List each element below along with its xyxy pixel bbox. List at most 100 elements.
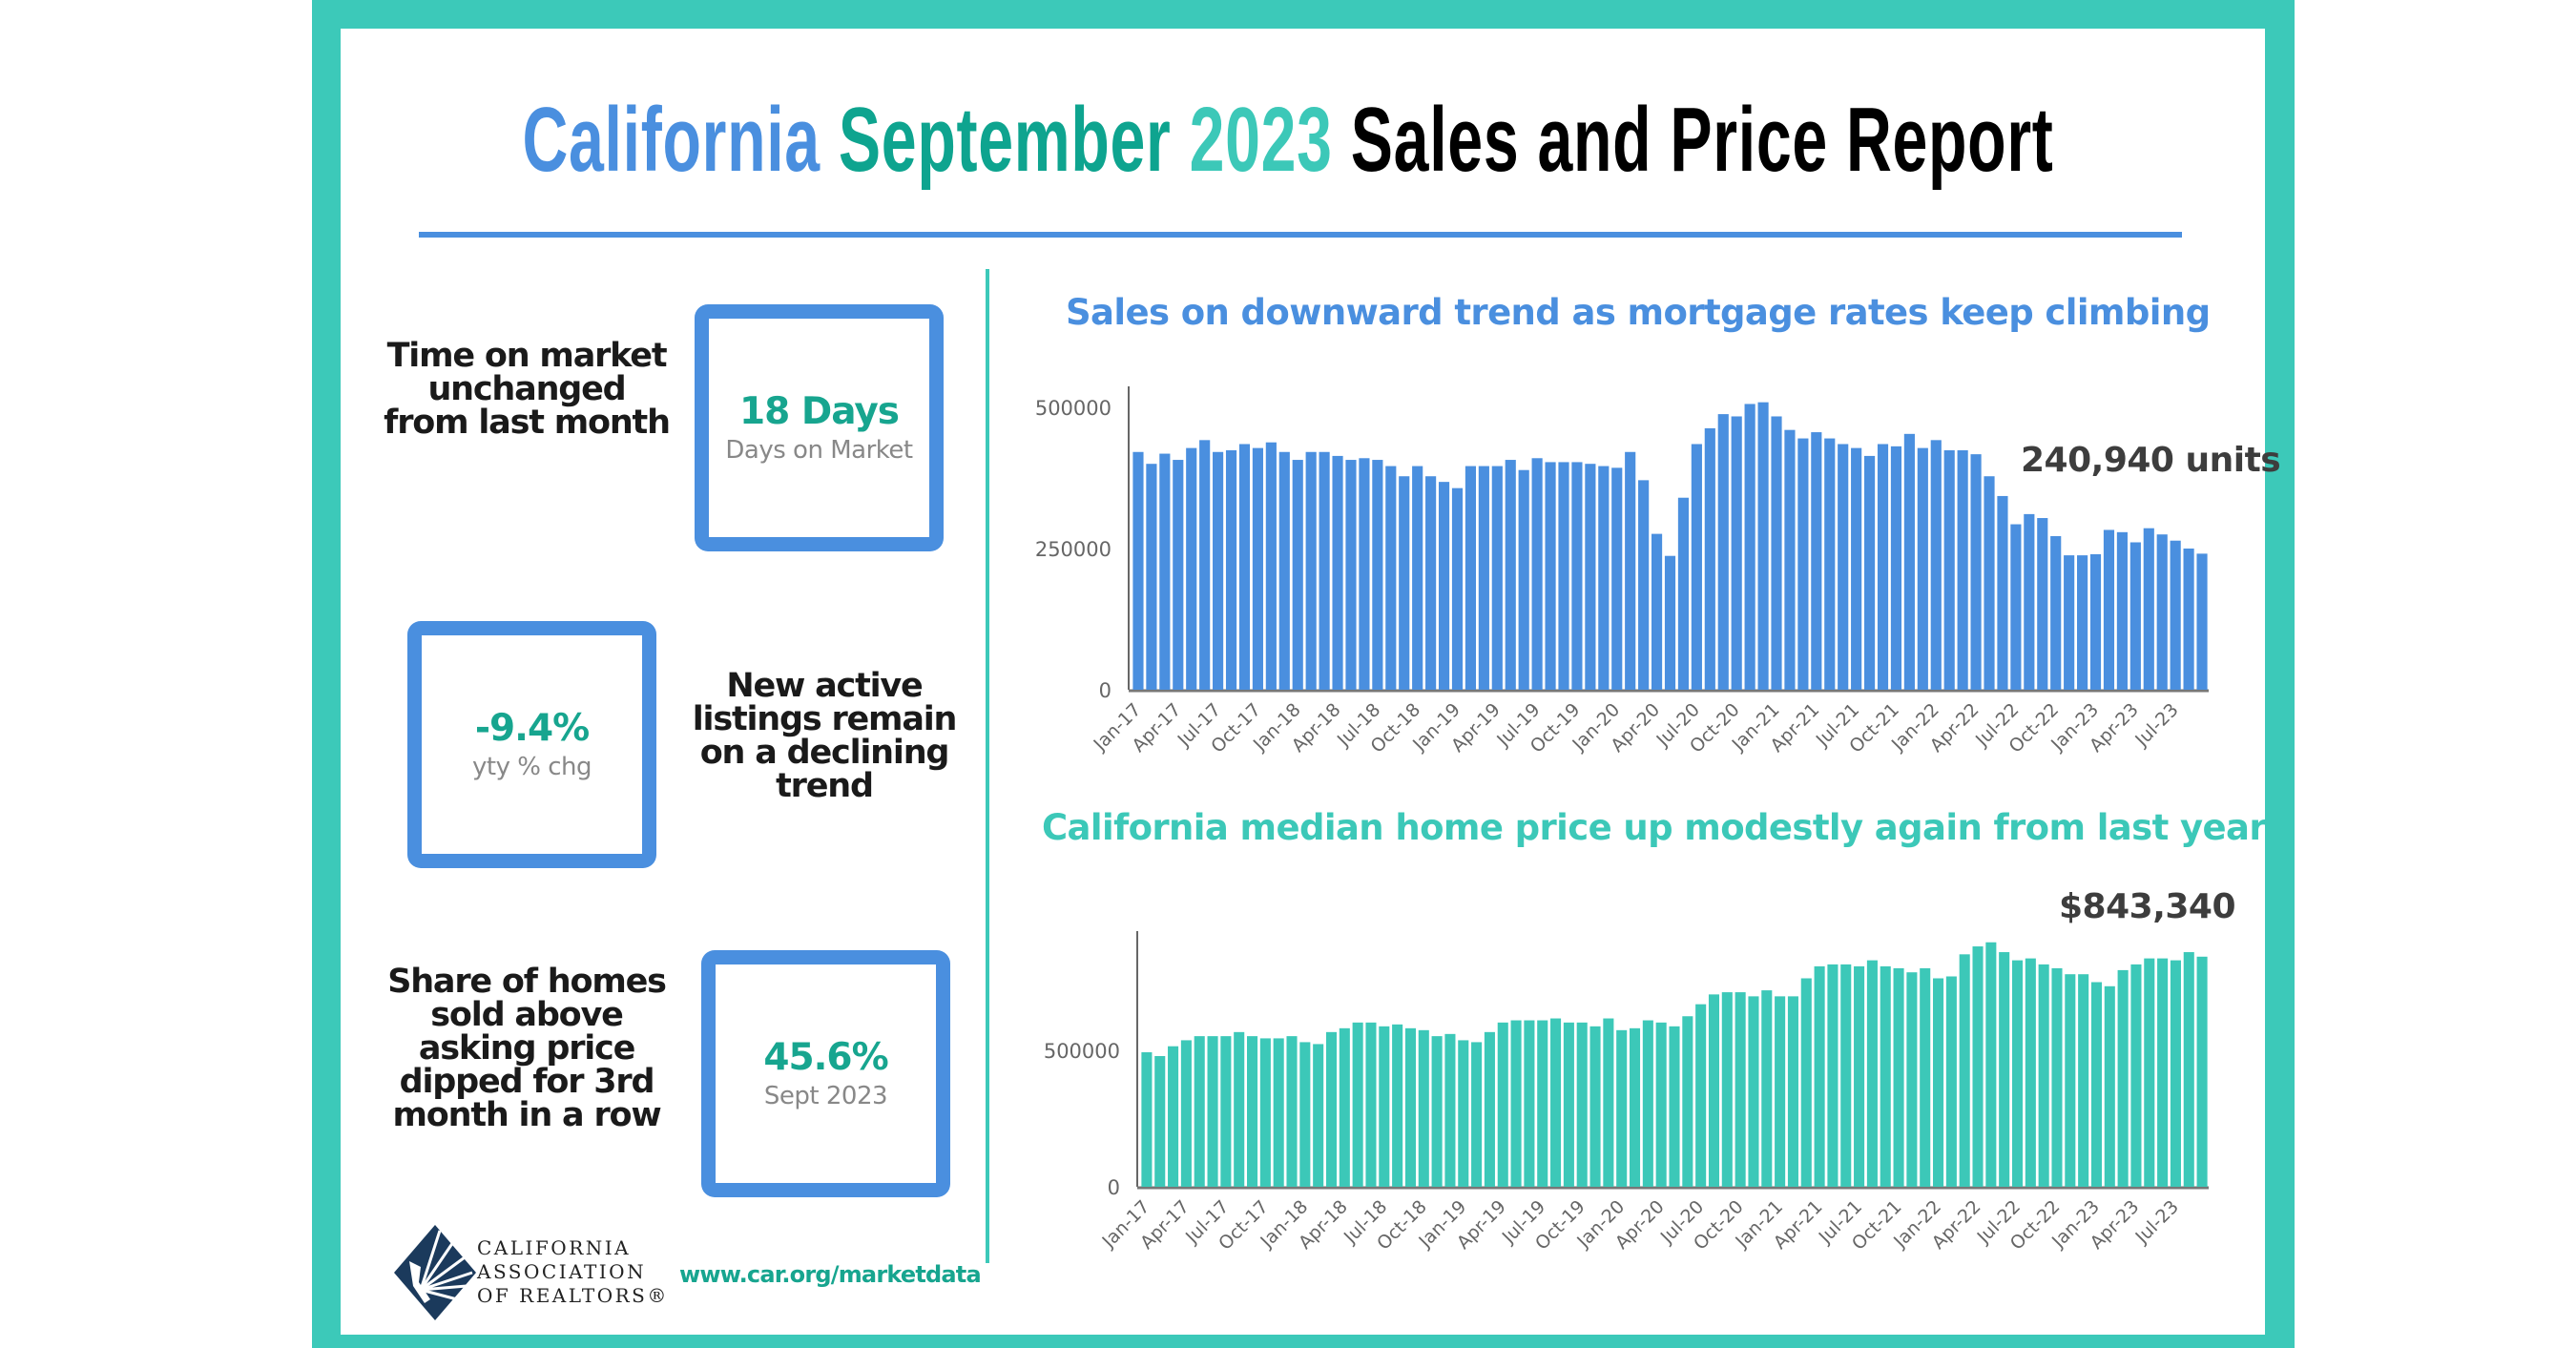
y-tick-label: 0: [1099, 679, 1111, 702]
stat-listings-description: New active listings remain on a declinin…: [692, 667, 958, 805]
bar: [1173, 460, 1184, 690]
price-chart-title: California median home price up modestly…: [1042, 807, 2267, 848]
bar: [1576, 1022, 1588, 1187]
bar: [1917, 447, 1928, 690]
bar: [1655, 1022, 1667, 1187]
bar: [1332, 455, 1343, 690]
bar: [2065, 974, 2076, 1187]
bar: [2011, 960, 2024, 1187]
bar: [2077, 555, 2088, 690]
bar: [1465, 466, 1477, 690]
bar: [1797, 438, 1809, 690]
stat-asking-value: 45.6%: [763, 1035, 888, 1079]
bar: [2104, 985, 2115, 1187]
bar: [1677, 497, 1690, 690]
stat-asking-label: Sept 2023: [763, 1081, 888, 1110]
bar: [1199, 440, 1211, 690]
bar: [1451, 487, 1464, 690]
title-divider: [419, 232, 2182, 238]
bar: [2025, 958, 2036, 1187]
bar: [1497, 1022, 1508, 1187]
bar: [2089, 553, 2102, 690]
bar: [1484, 1031, 1495, 1187]
bar: [2051, 967, 2063, 1187]
bar: [1638, 480, 1650, 690]
bar: [1985, 942, 1997, 1187]
bar: [1811, 432, 1822, 690]
bar: [1471, 1042, 1483, 1187]
bar: [1611, 467, 1623, 690]
bar: [1877, 444, 1889, 690]
bar: [1863, 455, 1876, 690]
bar: [1537, 1020, 1548, 1187]
bar: [1854, 965, 1865, 1187]
bar: [2129, 542, 2141, 690]
bar: [1186, 447, 1197, 690]
title-month: September: [838, 89, 1172, 191]
car-logo-icon: [394, 1225, 476, 1320]
title-california: California: [522, 89, 821, 191]
bar: [1365, 1022, 1377, 1187]
bar: [1234, 1031, 1245, 1187]
logo-line: ASSOCIATION: [477, 1260, 647, 1283]
bar: [1682, 1016, 1693, 1187]
bar: [1957, 449, 1968, 690]
bar: [2078, 974, 2089, 1187]
bar: [1704, 427, 1715, 690]
bar: [2024, 513, 2035, 690]
bar: [1531, 458, 1543, 690]
bar: [1800, 978, 1812, 1187]
bar: [1180, 1040, 1192, 1187]
bar: [1731, 416, 1742, 690]
y-tick-label: 500000: [1044, 1040, 1120, 1063]
bar: [1999, 952, 2010, 1187]
bar: [1524, 1020, 1535, 1187]
bar: [1851, 447, 1862, 690]
market-data-link[interactable]: www.car.org/marketdata: [679, 1261, 982, 1288]
logo-wordmark: CALIFORNIA ASSOCIATION OF REALTORS®: [477, 1236, 669, 1308]
bar: [1425, 476, 1437, 690]
bar: [1550, 1018, 1562, 1187]
bar: [2183, 952, 2194, 1187]
bar: [2130, 964, 2142, 1187]
bar: [1313, 1044, 1324, 1187]
bar: [1616, 1029, 1628, 1187]
bar: [1379, 1026, 1390, 1187]
bar: [2170, 540, 2181, 690]
bar: [1880, 965, 1891, 1187]
bar: [1278, 451, 1290, 690]
bar: [2170, 960, 2181, 1187]
bar: [1771, 416, 1782, 690]
bar: [1984, 476, 1995, 690]
bar: [1372, 460, 1383, 690]
bar: [1827, 964, 1839, 1187]
bar: [1945, 976, 1957, 1187]
bar: [2103, 529, 2115, 690]
bar: [1518, 469, 1529, 690]
stat-days-description: Time on market unchanged from last month: [384, 337, 671, 442]
bar: [2090, 982, 2102, 1187]
stat-asking-box: 45.6% Sept 2023: [701, 950, 950, 1197]
stat-days-box: 18 Days Days on Market: [695, 304, 944, 551]
stat-listings-value: -9.4%: [474, 706, 590, 750]
bar: [1721, 992, 1733, 1187]
bar: [1838, 444, 1849, 690]
stat-listings-label: yty % chg: [472, 752, 592, 781]
title-report: Sales and Price Report: [1350, 89, 2054, 191]
bar: [1146, 464, 1157, 690]
price-callout: $843,340: [2059, 887, 2236, 926]
bar: [1787, 996, 1798, 1187]
bar: [1265, 442, 1277, 690]
bar: [1717, 414, 1729, 690]
bar: [1339, 1027, 1350, 1187]
bar: [1642, 1020, 1653, 1187]
bar: [2010, 524, 2022, 690]
bar: [1890, 446, 1902, 690]
bar: [1392, 1024, 1403, 1187]
bar: [1930, 440, 1942, 690]
bar: [1207, 1036, 1218, 1187]
bar: [2038, 964, 2049, 1187]
bar: [2050, 535, 2062, 690]
bar: [1299, 1042, 1311, 1187]
